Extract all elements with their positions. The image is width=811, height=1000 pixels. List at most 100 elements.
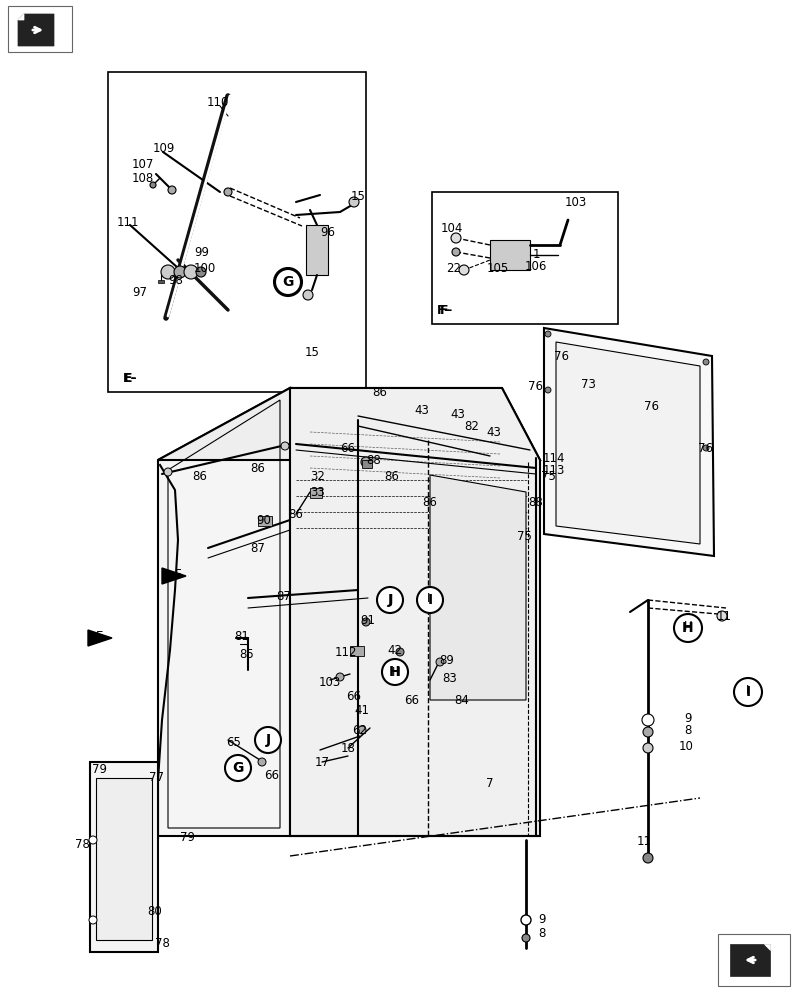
Text: E: E — [97, 630, 104, 643]
Bar — [350, 646, 363, 656]
Text: 42: 42 — [387, 644, 402, 656]
Text: 65: 65 — [226, 736, 241, 748]
Text: 88: 88 — [528, 495, 543, 508]
Text: I: I — [744, 685, 749, 699]
Text: E-: E- — [123, 371, 136, 384]
Text: 97: 97 — [132, 286, 148, 298]
Text: 66: 66 — [404, 694, 419, 706]
Text: 83: 83 — [442, 672, 457, 684]
Polygon shape — [158, 388, 539, 460]
Text: 87: 87 — [277, 589, 291, 602]
Text: 79: 79 — [92, 763, 107, 776]
Text: 15: 15 — [304, 346, 319, 359]
Polygon shape — [158, 388, 290, 836]
Circle shape — [225, 755, 251, 781]
Text: F-: F- — [437, 304, 450, 316]
Text: 80: 80 — [148, 905, 162, 918]
Text: J: J — [265, 733, 270, 747]
Text: 86: 86 — [192, 470, 207, 483]
Text: I: I — [427, 593, 432, 607]
Text: 105: 105 — [487, 261, 508, 274]
Circle shape — [642, 853, 652, 863]
Text: 113: 113 — [542, 464, 564, 477]
Text: 107: 107 — [131, 158, 154, 171]
Circle shape — [168, 186, 176, 194]
Text: 8: 8 — [684, 724, 691, 736]
Bar — [310, 488, 322, 498]
Circle shape — [303, 290, 312, 300]
Circle shape — [452, 248, 460, 256]
Text: I: I — [745, 684, 749, 696]
Circle shape — [273, 268, 302, 296]
Polygon shape — [556, 342, 699, 544]
Text: 66: 66 — [264, 769, 279, 782]
Circle shape — [417, 587, 443, 613]
Text: 104: 104 — [440, 222, 462, 234]
Circle shape — [458, 265, 469, 275]
Polygon shape — [18, 14, 54, 46]
Text: 76: 76 — [697, 442, 713, 454]
Circle shape — [450, 233, 461, 243]
Text: H: H — [683, 619, 692, 633]
Text: 75: 75 — [540, 470, 555, 483]
Text: 43: 43 — [414, 403, 429, 416]
Text: H: H — [681, 621, 693, 635]
Text: 86: 86 — [372, 385, 387, 398]
Text: 91: 91 — [360, 613, 375, 626]
Text: 99: 99 — [195, 245, 209, 258]
Text: 82: 82 — [464, 420, 478, 432]
Circle shape — [336, 673, 344, 681]
Text: 86: 86 — [288, 508, 303, 520]
Text: 8: 8 — [538, 927, 545, 940]
Circle shape — [255, 727, 281, 753]
Circle shape — [673, 614, 702, 642]
Polygon shape — [96, 778, 152, 940]
Circle shape — [362, 618, 370, 626]
Bar — [158, 280, 164, 283]
Text: 41: 41 — [354, 704, 369, 716]
Circle shape — [521, 934, 530, 942]
Text: G: G — [233, 761, 242, 774]
Text: 86: 86 — [384, 470, 399, 483]
Text: J: J — [387, 593, 392, 607]
Circle shape — [164, 468, 172, 476]
Text: 89: 89 — [439, 654, 454, 666]
Text: G: G — [232, 761, 243, 775]
Text: 78: 78 — [154, 937, 169, 950]
Circle shape — [258, 758, 266, 766]
Text: I: I — [427, 592, 430, 605]
Text: 43: 43 — [486, 426, 501, 438]
Text: 96: 96 — [320, 226, 335, 238]
Bar — [108, 72, 366, 392]
Circle shape — [396, 648, 404, 656]
Text: 66: 66 — [346, 690, 361, 702]
Text: 84: 84 — [454, 694, 469, 706]
Text: 81: 81 — [234, 630, 249, 643]
Text: 76: 76 — [528, 379, 543, 392]
Circle shape — [702, 445, 708, 451]
Bar — [306, 225, 328, 275]
Text: 90: 90 — [256, 514, 271, 526]
Text: 9: 9 — [538, 913, 545, 926]
Text: 7: 7 — [486, 777, 493, 790]
Text: 106: 106 — [524, 259, 547, 272]
Circle shape — [89, 916, 97, 924]
Text: 87: 87 — [251, 542, 265, 554]
Text: 32: 32 — [310, 470, 325, 483]
Polygon shape — [18, 14, 24, 20]
Text: 103: 103 — [564, 196, 586, 209]
Circle shape — [150, 182, 156, 188]
Text: 77: 77 — [149, 771, 165, 784]
Polygon shape — [430, 475, 526, 700]
Polygon shape — [290, 388, 539, 836]
Text: 79: 79 — [180, 831, 195, 844]
Text: 86: 86 — [251, 462, 265, 475]
Text: 114: 114 — [542, 452, 564, 464]
Bar — [717, 934, 789, 986]
Circle shape — [521, 915, 530, 925]
Circle shape — [89, 836, 97, 844]
Text: 78: 78 — [75, 838, 89, 851]
Circle shape — [733, 678, 761, 706]
Text: 108: 108 — [131, 172, 154, 185]
Text: 15: 15 — [350, 190, 365, 202]
